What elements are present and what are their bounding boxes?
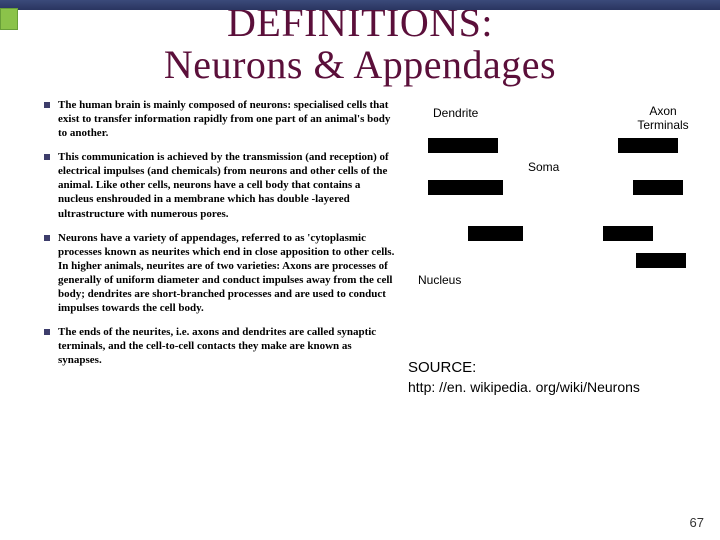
dendrite-label: Dendrite — [433, 106, 478, 120]
diagram-column: Dendrite Axon Terminals Soma Nucleus SOU… — [398, 98, 698, 458]
bullet-icon — [44, 102, 50, 108]
title-line-2: Neurons & Appendages — [164, 42, 556, 87]
source-header: SOURCE: — [408, 358, 640, 378]
axon-label-line2: Terminals — [637, 118, 688, 132]
slide-title: DEFINITIONS: Neurons & Appendages — [0, 0, 720, 86]
bullet-icon — [44, 235, 50, 241]
paragraph: The ends of the neurites, i.e. axons and… — [58, 325, 398, 367]
paragraph: This communication is achieved by the tr… — [58, 150, 398, 220]
content-area: The human brain is mainly composed of ne… — [0, 86, 720, 458]
bullet-icon — [44, 329, 50, 335]
diagram-block — [603, 226, 653, 241]
page-number: 67 — [690, 515, 704, 530]
diagram-block — [618, 138, 678, 153]
paragraph-text: This communication is achieved by the tr… — [58, 151, 389, 219]
top-bar — [0, 0, 720, 10]
diagram-block — [468, 226, 523, 241]
paragraph-text: The ends of the neurites, i.e. axons and… — [58, 326, 376, 366]
paragraph: Neurons have a variety of appendages, re… — [58, 231, 398, 315]
diagram-block — [633, 180, 683, 195]
bullet-icon — [44, 154, 50, 160]
soma-label: Soma — [528, 160, 559, 174]
diagram-block — [428, 180, 503, 195]
paragraph-text: The human brain is mainly composed of ne… — [58, 99, 390, 139]
paragraph: The human brain is mainly composed of ne… — [58, 98, 398, 140]
green-accent-block — [0, 8, 18, 30]
source-url: http: //en. wikipedia. org/wiki/Neurons — [408, 378, 640, 396]
source-citation: SOURCE: http: //en. wikipedia. org/wiki/… — [408, 358, 640, 396]
diagram-block — [636, 253, 686, 268]
neuron-diagram: Dendrite Axon Terminals Soma Nucleus — [418, 98, 698, 318]
paragraph-text: Neurons have a variety of appendages, re… — [58, 232, 394, 314]
nucleus-label: Nucleus — [418, 273, 461, 287]
axon-label-line1: Axon — [649, 104, 676, 118]
text-column: The human brain is mainly composed of ne… — [58, 98, 398, 458]
diagram-block — [428, 138, 498, 153]
axon-terminals-label: Axon Terminals — [628, 104, 698, 132]
